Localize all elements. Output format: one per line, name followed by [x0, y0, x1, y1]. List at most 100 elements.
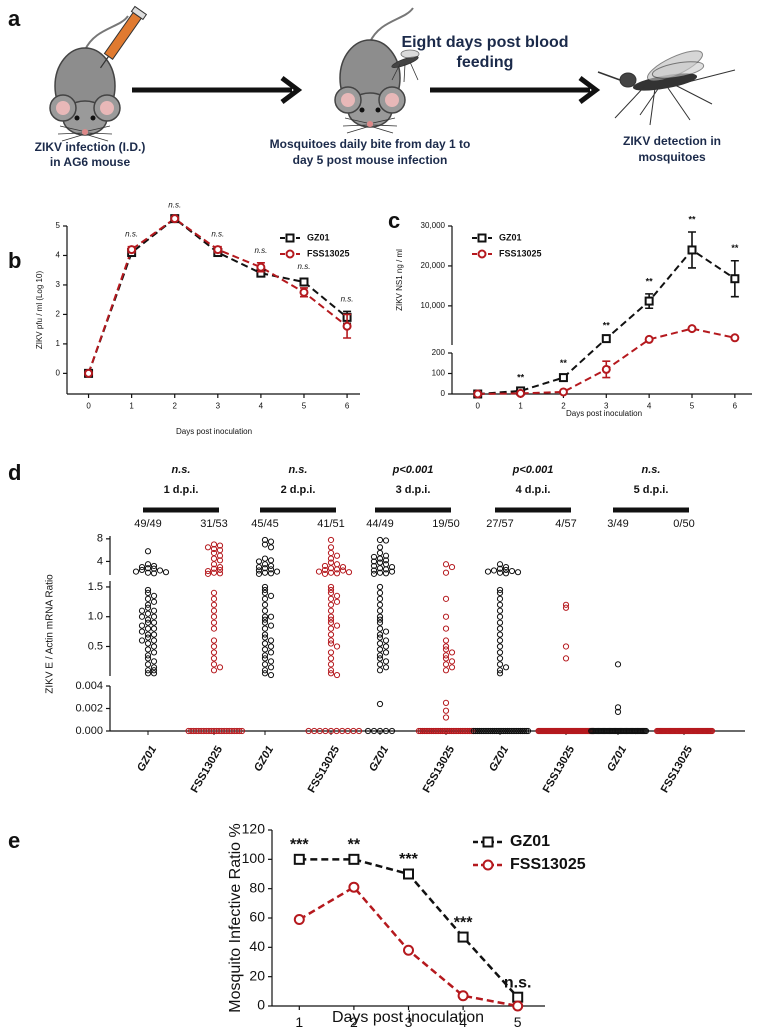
x-tick-label: 2 — [561, 402, 566, 411]
dot — [210, 569, 218, 576]
dot — [255, 570, 263, 577]
dot — [267, 649, 275, 656]
dot — [382, 552, 390, 559]
dot — [442, 652, 450, 659]
dot — [267, 570, 275, 577]
x-tick-label: GZ01 — [605, 744, 629, 774]
dot — [654, 727, 661, 735]
dot — [376, 589, 384, 597]
y-tick-label: 120 — [242, 821, 266, 837]
y-tick-label: 80 — [249, 879, 265, 895]
dot — [261, 634, 269, 641]
step-text: mosquitoes — [638, 150, 706, 164]
dot — [210, 607, 218, 614]
marker — [127, 245, 137, 255]
dot — [267, 643, 275, 650]
count-label: 44/49 — [366, 518, 394, 530]
dot — [216, 566, 224, 574]
marker — [601, 364, 611, 374]
dot — [138, 563, 146, 571]
dot — [138, 607, 146, 614]
dot — [524, 727, 532, 735]
dot — [496, 643, 504, 650]
dot — [419, 727, 426, 735]
dot — [376, 607, 384, 614]
dot — [305, 727, 312, 735]
x-tick-label: GZ01 — [252, 744, 276, 774]
marker — [601, 334, 611, 344]
dot — [333, 570, 341, 577]
dot — [442, 699, 450, 706]
y-tick-label: 20,000 — [421, 261, 446, 270]
dot — [327, 670, 335, 677]
y-tick-label: 1 — [56, 339, 61, 348]
dot — [333, 561, 341, 568]
marker — [403, 868, 414, 880]
dot — [327, 637, 335, 644]
x-tick-label: 3 — [405, 1014, 413, 1029]
dot — [496, 637, 504, 644]
dot — [321, 570, 329, 577]
marker — [687, 324, 697, 334]
x-tick-label: 0 — [86, 402, 91, 411]
dot — [255, 567, 263, 574]
dot — [327, 583, 335, 591]
group-label: 1 d.p.i. — [164, 484, 199, 496]
group-label: 4 d.p.i. — [516, 484, 551, 496]
count-label: 31/53 — [200, 518, 228, 530]
y-tick-label: 2 — [56, 310, 61, 319]
dot — [355, 727, 363, 735]
dot — [327, 565, 335, 572]
marker — [516, 388, 526, 398]
dot — [327, 649, 335, 656]
dot — [508, 567, 516, 575]
dot — [327, 613, 335, 620]
dot — [333, 566, 341, 573]
dot — [496, 613, 504, 620]
marker — [342, 321, 352, 331]
dot — [496, 649, 504, 656]
dot — [185, 727, 192, 735]
dot — [210, 661, 218, 668]
panel-label: a — [8, 6, 21, 31]
dot — [448, 664, 456, 671]
dot — [315, 568, 323, 575]
dot — [327, 655, 335, 662]
y-tick-label: 60 — [249, 909, 265, 925]
dot — [442, 613, 450, 620]
mouse-illustration — [334, 7, 414, 134]
dot — [415, 727, 423, 735]
dot — [267, 592, 275, 599]
dot — [210, 555, 218, 562]
dot — [339, 567, 347, 574]
annotation: ** — [603, 321, 611, 331]
dot — [382, 566, 390, 573]
dot — [204, 544, 212, 551]
dot — [442, 714, 450, 721]
legend-label: FSS13025 — [307, 248, 350, 258]
annotation: *** — [290, 837, 309, 854]
dot — [333, 592, 341, 599]
dot — [150, 625, 158, 632]
x-tick-label: 1 — [295, 1014, 303, 1029]
dot — [204, 570, 212, 577]
y-tick-label: 30,000 — [421, 221, 446, 230]
annotation: *** — [454, 914, 473, 931]
marker — [293, 913, 305, 925]
dot — [144, 631, 152, 638]
dot — [150, 664, 158, 671]
y-tick-label: 40 — [249, 938, 265, 954]
annotation: ** — [731, 243, 739, 253]
dot — [382, 628, 390, 635]
marker — [84, 368, 94, 378]
x-tick-label: 4 — [459, 1014, 467, 1029]
panel-label: b — [8, 248, 21, 273]
dot — [388, 563, 396, 571]
dot — [376, 544, 384, 551]
dot — [261, 586, 269, 594]
legend-label: FSS13025 — [510, 856, 586, 873]
dot — [502, 563, 510, 571]
dot — [144, 548, 152, 555]
dot — [267, 613, 275, 620]
dot — [502, 664, 510, 671]
